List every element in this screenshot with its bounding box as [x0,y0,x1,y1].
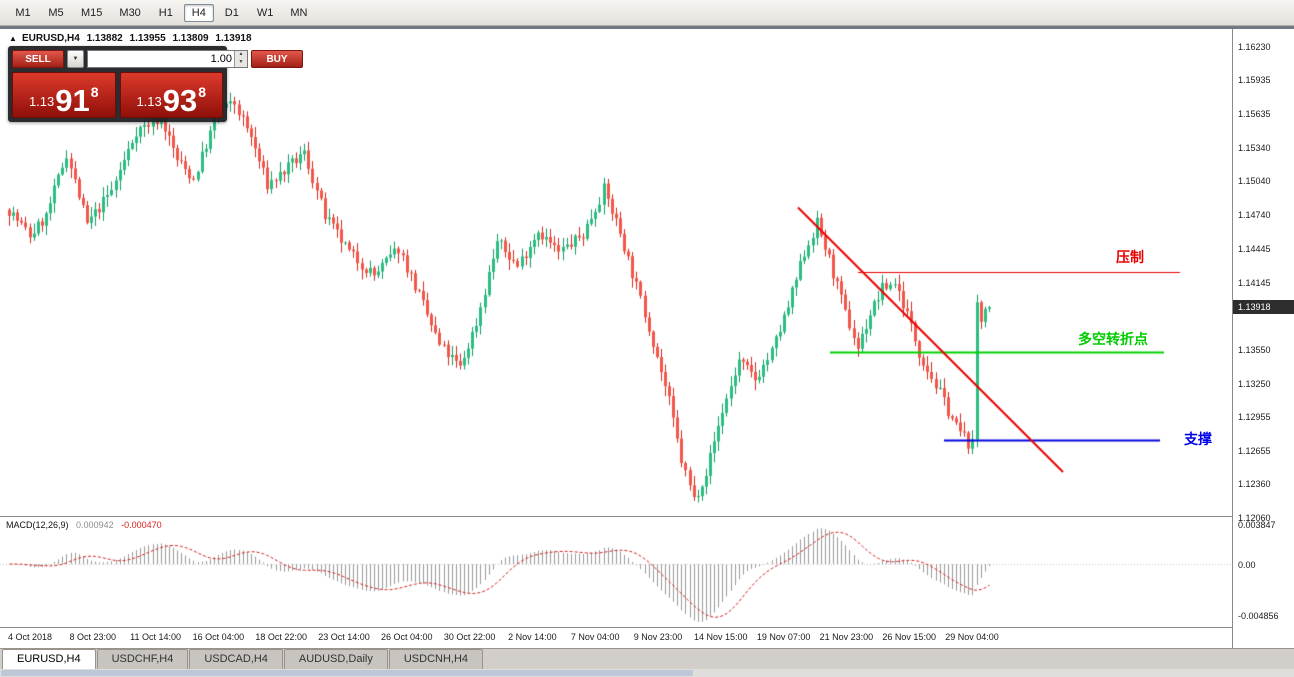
macd-signal-value: -0.000470 [121,520,162,530]
time-tick-label: 26 Oct 04:00 [381,632,433,642]
time-tick-label: 29 Nov 04:00 [945,632,999,642]
chart-tab-audusd-daily[interactable]: AUDUSD,Daily [283,649,388,669]
macd-indicator-canvas[interactable] [0,517,1232,627]
price-tick-label: 1.12060 [1238,513,1271,524]
price-tick-label: 1.14740 [1238,210,1271,221]
price-tick-label: 1.12655 [1238,445,1271,456]
macd-info-line: MACD(12,26,9) 0.000942 -0.000470 [6,520,162,530]
panel-separator [0,516,1294,517]
time-tick-label: 2 Nov 14:00 [508,632,557,642]
macd-tick-label: 0.00 [1238,560,1256,571]
price-tick-label: 1.14145 [1238,277,1271,288]
panel-separator [0,627,1294,628]
buy-price-point: 8 [198,84,207,100]
ohlc-low: 1.13809 [172,33,209,44]
chart-tab-bar: EURUSD,H4 USDCHF,H4 USDCAD,H4 AUDUSD,Daily U… [0,648,1294,669]
chart-annotation-label[interactable]: 多空转折点 [1078,331,1148,347]
price-tick-label: 1.15040 [1238,176,1271,187]
macd-tick-label: -0.004856 [1238,611,1279,621]
sell-price-display[interactable]: 1.13 91 8 [12,72,116,118]
timeframe-button-m30[interactable]: M30 [119,6,141,19]
macd-tick-label: 0.003847 [1238,519,1276,530]
price-tick-label: 1.12955 [1238,412,1271,422]
timeframe-button-mn[interactable]: MN [290,6,308,19]
time-tick-label: 14 Nov 15:00 [694,632,748,642]
macd-main-value: 0.000942 [76,520,114,530]
time-tick-label: 30 Oct 22:00 [443,632,496,642]
buy-button[interactable]: BUY [251,50,303,68]
chart-window-border [0,26,1294,29]
price-axis: 1.13918 1.16230 1.15935 1.15635 1.15340 1.15… [1232,29,1294,648]
chart-window: ▲ EURUSD,H4 1.13882 1.13955 1.13809 1.13… [0,29,1294,648]
buy-price-prefix: 1.13 [136,94,162,109]
price-tick-label: 1.13250 [1238,378,1271,389]
time-tick-label: 19 Nov 07:00 [756,632,811,642]
time-tick-label: 16 Oct 04:00 [192,632,245,642]
chart-tab-usdchf-h4[interactable]: USDCHF,H4 [96,649,189,669]
chevron-down-icon: ▼ [72,56,79,62]
sell-price-pips: 91 [55,83,90,118]
ohlc-high: 1.13955 [129,33,166,44]
sell-price-prefix: 1.13 [28,94,55,109]
timeframe-button-m5[interactable]: M5 [48,6,64,19]
time-tick-label: 11 Oct 14:00 [130,632,182,642]
timeframe-button-m15[interactable]: M15 [81,6,103,19]
price-tick-label: 1.14445 [1238,243,1271,254]
one-click-trading-panel: SELL ▼ ▲ ▼ BUY 1.13 91 8 1.13 93 [8,46,303,122]
time-tick-label: 4 Oct 2018 [7,632,53,642]
volume-input[interactable] [88,51,234,67]
timeframe-button-w1[interactable]: W1 [256,6,274,19]
chart-annotation-label[interactable]: 压制 [1116,249,1144,265]
timeframe-button-h1[interactable]: H1 [158,6,173,19]
chart-tab-usdcnh-h4[interactable]: USDCNH,H4 [388,649,484,669]
time-tick-label: 7 Nov 04:00 [570,632,620,642]
ohlc-open: 1.13882 [86,33,123,44]
timeframe-button-m1[interactable]: M1 [15,6,31,19]
chart-tab-usdcad-h4[interactable]: USDCAD,H4 [189,649,283,669]
ohlc-info-line: EURUSD,H4 1.13882 1.13955 1.13809 1.1391… [22,33,256,44]
current-price-badge: 1.13918 [1233,300,1294,315]
sell-price-point: 8 [90,84,99,100]
macd-label: MACD(12,26,9) [6,520,69,530]
buy-price-pips: 93 [162,83,198,118]
price-tick-label: 1.15340 [1238,142,1271,153]
scrollbar-thumb[interactable] [1,670,693,676]
one-click-collapse-icon[interactable]: ▲ [9,34,17,43]
price-tick-label: 1.16230 [1238,41,1271,52]
time-tick-label: 18 Oct 22:00 [255,632,307,642]
time-tick-label: 9 Nov 23:00 [633,632,683,642]
time-axis: 4 Oct 2018 8 Oct 23:00 11 Oct 14:00 16 Oct … [0,628,1232,648]
volume-decrease-button[interactable]: ▼ [235,59,247,67]
price-tick-label: 1.15935 [1238,75,1271,86]
volume-increase-button[interactable]: ▲ [235,51,247,59]
buy-price-display[interactable]: 1.13 93 8 [119,72,223,118]
time-tick-label: 23 Oct 14:00 [318,632,370,642]
chart-symbol-label: EURUSD,H4 [22,33,80,44]
price-tick-label: 1.15635 [1238,109,1271,120]
chart-tab-eurusd-h4[interactable]: EURUSD,H4 [2,649,96,669]
time-tick-label: 21 Nov 23:00 [819,632,874,642]
timeframe-toolbar: M1 M5 M15 M30 H1 H4 D1 W1 MN [0,0,1294,26]
time-tick-label: 26 Nov 15:00 [882,632,936,642]
chart-annotation-label[interactable]: 支撑 [1184,431,1212,447]
price-tick-label: 1.12360 [1238,479,1271,490]
timeframe-button-d1[interactable]: D1 [224,6,239,19]
price-tick-label: 1.13550 [1238,344,1271,355]
volume-field: ▲ ▼ [87,50,248,68]
time-tick-label: 8 Oct 23:00 [69,632,117,642]
chart-h-scrollbar[interactable] [0,669,1294,677]
timeframe-button-h4[interactable]: H4 [183,3,214,22]
volume-dropdown-button[interactable]: ▼ [67,50,84,68]
timeframe-bar: M1 M5 M15 M30 H1 H4 D1 W1 MN [8,3,314,22]
sell-button[interactable]: SELL [12,50,64,68]
ohlc-close: 1.13918 [215,33,252,44]
